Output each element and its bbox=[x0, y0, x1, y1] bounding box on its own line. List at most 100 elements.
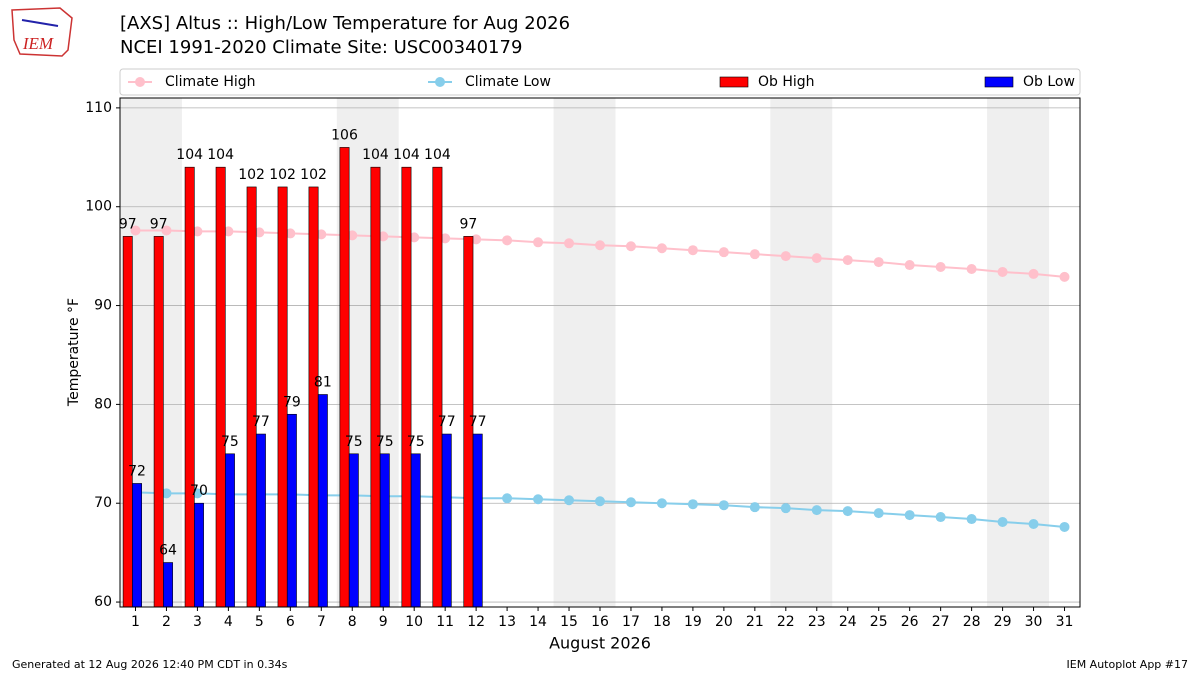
point bbox=[811, 253, 822, 264]
value-label: 72 bbox=[128, 463, 146, 479]
weekend-shade bbox=[987, 98, 1050, 607]
x-tick-label: 31 bbox=[1056, 614, 1074, 630]
x-tick-label: 13 bbox=[498, 614, 516, 630]
x-tick-label: 27 bbox=[932, 614, 950, 630]
point bbox=[533, 494, 544, 505]
footer-left: Generated at 12 Aug 2026 12:40 PM CDT in… bbox=[12, 658, 288, 671]
point bbox=[502, 235, 513, 246]
point bbox=[1059, 271, 1070, 282]
x-tick-label: 2 bbox=[162, 614, 171, 630]
x-tick-label: 12 bbox=[467, 614, 485, 630]
point bbox=[378, 231, 389, 242]
point bbox=[718, 500, 729, 511]
value-label: 75 bbox=[407, 434, 425, 450]
point bbox=[873, 508, 884, 519]
legend-box bbox=[119, 68, 1081, 96]
footer-right: IEM Autoplot App #17 bbox=[1067, 658, 1189, 671]
point bbox=[285, 228, 296, 239]
x-tick-label: 19 bbox=[684, 614, 702, 630]
point bbox=[223, 226, 234, 237]
bar bbox=[401, 166, 412, 608]
point bbox=[1028, 268, 1039, 279]
value-label: 77 bbox=[252, 414, 270, 430]
bar bbox=[163, 562, 173, 608]
bar bbox=[441, 433, 452, 608]
legend-swatch bbox=[719, 76, 749, 88]
value-label: 75 bbox=[221, 434, 239, 450]
point bbox=[811, 505, 822, 516]
bar bbox=[246, 186, 257, 608]
point bbox=[997, 517, 1008, 528]
x-tick-label: 25 bbox=[870, 614, 888, 630]
value-label: 102 bbox=[269, 167, 296, 183]
point bbox=[1059, 521, 1070, 532]
x-tick-label: 20 bbox=[715, 614, 733, 630]
bar bbox=[184, 166, 195, 608]
point bbox=[595, 496, 605, 507]
bar bbox=[379, 453, 390, 608]
x-tick-label: 17 bbox=[622, 614, 640, 630]
value-label: 75 bbox=[376, 434, 394, 450]
y-tick-label: 100 bbox=[85, 199, 112, 215]
bar bbox=[432, 166, 443, 608]
x-tick-label: 30 bbox=[1025, 614, 1043, 630]
point bbox=[687, 245, 698, 256]
bar bbox=[370, 166, 381, 608]
x-tick-label: 28 bbox=[963, 614, 981, 630]
plot-frame bbox=[119, 97, 1081, 608]
bar bbox=[339, 147, 350, 608]
point bbox=[316, 229, 327, 240]
x-axis-label: August 2026 bbox=[549, 634, 651, 653]
y-tick-label: 60 bbox=[94, 594, 112, 610]
value-label: 102 bbox=[238, 167, 265, 183]
legend-marker bbox=[135, 77, 145, 87]
point bbox=[687, 499, 698, 510]
x-tick-label: 6 bbox=[286, 614, 295, 630]
point bbox=[873, 257, 884, 268]
x-tick-label: 15 bbox=[560, 614, 578, 630]
point bbox=[347, 230, 358, 241]
legend-marker bbox=[435, 77, 445, 87]
logo: IEM bbox=[11, 7, 73, 57]
legend-label: Ob High bbox=[758, 74, 815, 90]
y-tick-label: 70 bbox=[94, 495, 112, 511]
value-label: 104 bbox=[393, 147, 420, 163]
x-tick-label: 16 bbox=[591, 614, 609, 630]
x-tick-label: 21 bbox=[746, 614, 764, 630]
point bbox=[192, 488, 203, 499]
point bbox=[1028, 518, 1039, 529]
x-tick-label: 24 bbox=[839, 614, 857, 630]
bar bbox=[255, 433, 266, 608]
y-tick-label: 110 bbox=[85, 100, 112, 116]
point bbox=[904, 510, 915, 521]
value-label: 102 bbox=[300, 167, 327, 183]
bar bbox=[224, 453, 235, 608]
x-tick-label: 18 bbox=[653, 614, 671, 630]
bar bbox=[472, 433, 483, 608]
point bbox=[409, 232, 420, 243]
value-label: 97 bbox=[459, 216, 477, 232]
y-axis-label: Temperature °F bbox=[66, 298, 82, 407]
point bbox=[966, 263, 977, 274]
value-label: 104 bbox=[176, 147, 203, 163]
x-tick-label: 22 bbox=[777, 614, 795, 630]
point bbox=[192, 226, 203, 237]
point bbox=[718, 247, 729, 258]
x-tick-label: 11 bbox=[436, 614, 454, 630]
value-label: 97 bbox=[119, 216, 137, 232]
point bbox=[533, 237, 544, 248]
legend-label: Ob Low bbox=[1023, 74, 1075, 90]
x-tick-label: 29 bbox=[994, 614, 1012, 630]
value-label: 77 bbox=[469, 414, 487, 430]
point bbox=[842, 255, 853, 266]
point bbox=[935, 262, 946, 273]
logo-text: IEM bbox=[22, 34, 54, 53]
point bbox=[842, 506, 853, 517]
point bbox=[254, 227, 265, 238]
x-tick-label: 1 bbox=[131, 614, 140, 630]
value-label: 81 bbox=[314, 375, 332, 391]
bar bbox=[317, 394, 328, 608]
x-tick-label: 8 bbox=[348, 614, 357, 630]
point bbox=[656, 498, 667, 509]
point bbox=[997, 266, 1008, 277]
